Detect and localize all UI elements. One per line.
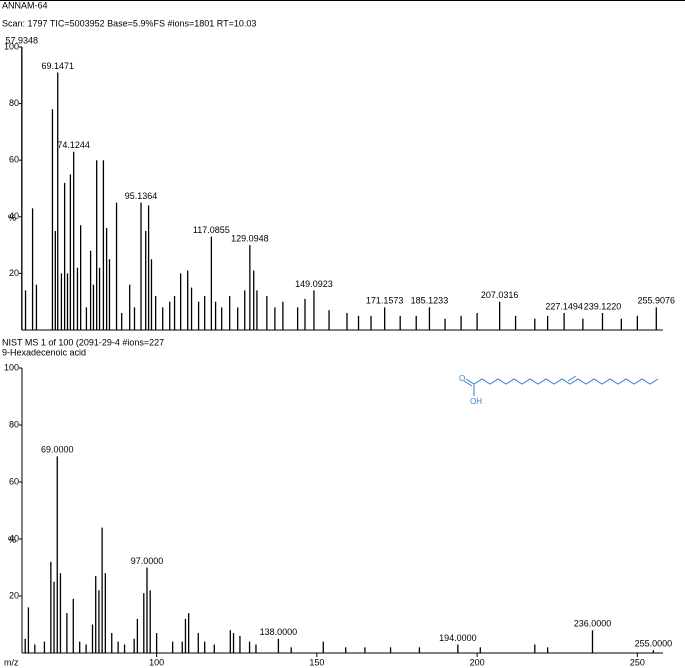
peak-label: 138.0000 [260,627,298,637]
x-tick-label: 250 [630,657,645,667]
y-tick-label: 80 [9,419,19,429]
peak-label: 57.9348 [6,35,39,45]
chain [465,378,659,385]
peak-label: 239.1220 [584,301,622,311]
peak-label: 69.1471 [41,61,74,71]
molecule: O OH [459,374,659,406]
x-tick-label: 200 [470,657,485,667]
atom-label: OH [470,397,482,406]
co-bond [463,380,473,387]
peak-label: 97.0000 [131,556,164,566]
y-tick-label: 40 [9,533,19,543]
chart-title: NIST MS 1 of 100 (2091-29-4 #ions=227 [2,337,164,347]
peak-label: 207.0316 [481,290,519,300]
peak-label: 227.1494 [545,301,583,311]
x-tick-label: 150 [309,657,324,667]
y-tick-label: 60 [9,155,19,165]
peak-label: 74.1244 [57,140,90,150]
x-axis-label: m/z [4,657,19,667]
peak-label: 194.0000 [439,633,477,643]
peak-label: 185.1233 [411,296,449,306]
y-tick-label: 20 [9,590,19,600]
y-tick-label: 20 [9,268,19,278]
chart-subtitle: 9-Hexadecenoic acid [2,347,86,357]
peak-label: 69.0000 [41,445,74,455]
x-tick-label: 100 [149,657,164,667]
atom-label: O [459,374,465,383]
y-axis-label: % [8,213,16,223]
peak-label: 117.0855 [193,225,230,235]
peak-label: 255.0000 [635,639,673,649]
chart-subtitle: Scan: 1797 TIC=5003952 Base=5.9%FS #ions… [2,18,256,28]
y-tick-label: 100 [4,362,19,372]
peak-label: 149.0923 [295,279,333,289]
peak-label: 129.0948 [231,233,269,243]
y-tick-label: 100 [4,41,19,51]
peak-label: 236.0000 [574,619,612,629]
peak-label: 95.1364 [125,191,158,201]
double-bond [567,375,577,382]
y-tick-label: 60 [9,476,19,486]
peak-label: 171.1573 [366,296,404,306]
peak-label: 255.9076 [638,296,676,306]
y-tick-label: 80 [9,98,19,108]
y-tick-label: 40 [9,211,19,221]
chart-title: ANNAM-64 [2,0,48,10]
y-axis-label: % [8,535,16,545]
